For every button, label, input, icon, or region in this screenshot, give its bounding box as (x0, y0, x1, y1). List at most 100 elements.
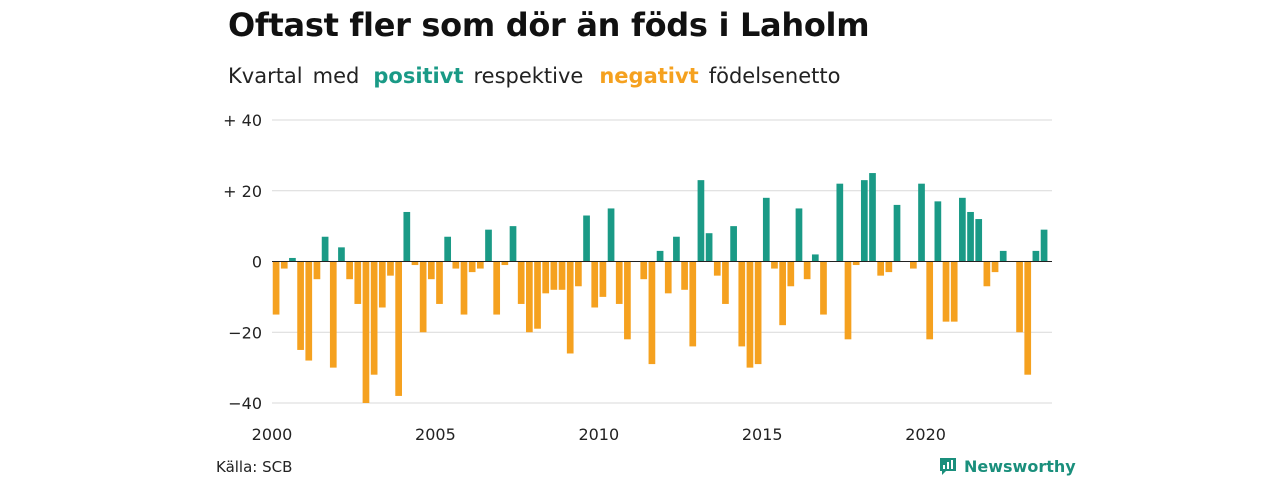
bar (493, 261, 501, 315)
bar (436, 261, 443, 304)
bar (542, 261, 550, 294)
chart-subtitle: Kvartal med positivt respektive negativt föde… (228, 64, 850, 88)
bar (648, 261, 656, 365)
bar (713, 261, 721, 276)
bar (852, 261, 860, 266)
x-tick-label: 2015 (742, 425, 783, 444)
bar (566, 261, 574, 354)
bar (427, 261, 435, 280)
y-tick-label: −40 (228, 394, 262, 413)
bar (926, 261, 934, 340)
bar (893, 204, 901, 262)
bar (1032, 250, 1040, 262)
bar (762, 197, 770, 262)
bar (354, 261, 362, 304)
bar (370, 261, 378, 375)
source-note: Källa: SCB (216, 458, 293, 476)
bar (615, 261, 623, 304)
bar (1024, 261, 1032, 375)
bar (583, 215, 590, 262)
bar (918, 183, 925, 262)
subtitle-negative-label: negativt (599, 64, 699, 88)
x-tick-label: 2005 (415, 425, 456, 444)
bar (664, 261, 672, 294)
bar (738, 261, 746, 347)
bar (395, 261, 402, 396)
bar (942, 261, 950, 322)
bar (485, 229, 492, 262)
subtitle-text-4: födelsenetto (708, 64, 841, 88)
x-tick-label: 2020 (905, 425, 946, 444)
bar (526, 261, 533, 333)
bar (860, 180, 868, 262)
bar (811, 254, 819, 262)
brand-logo[interactable]: Newsworthy (938, 456, 1076, 476)
bar (476, 261, 484, 269)
bar (836, 183, 844, 262)
bar (599, 261, 607, 297)
bar (289, 257, 296, 262)
bar (575, 261, 582, 287)
bar (771, 261, 778, 269)
bar (550, 261, 558, 290)
bar (558, 261, 566, 290)
bar (1040, 229, 1048, 262)
bar (329, 261, 337, 368)
bar (869, 173, 876, 262)
bar (885, 261, 893, 273)
bar (444, 236, 452, 262)
subtitle-text-1: Kvartal (228, 64, 303, 88)
bar (697, 180, 705, 262)
bar (534, 261, 541, 329)
bar (803, 261, 811, 280)
bar (656, 250, 664, 262)
subtitle-text-3: respektive (473, 64, 584, 88)
bar (779, 261, 786, 326)
chart-title: Oftast fler som dör än föds i Laholm (228, 6, 870, 44)
bar (673, 236, 680, 262)
bar (460, 261, 468, 315)
bar (378, 261, 386, 308)
bar (272, 261, 280, 315)
bar (591, 261, 599, 308)
bar (346, 261, 353, 280)
bar (297, 261, 304, 350)
brand-name: Newsworthy (964, 456, 1076, 476)
bar (419, 261, 427, 333)
bar (509, 226, 517, 262)
bar (640, 261, 648, 280)
bar (844, 261, 852, 340)
bar (787, 261, 795, 287)
bar (934, 201, 942, 262)
x-tick-label: 2000 (252, 425, 293, 444)
bar (795, 208, 803, 262)
bar (754, 261, 762, 365)
bar (624, 261, 631, 340)
x-tick-label: 2010 (578, 425, 619, 444)
bar (305, 261, 313, 361)
bar (991, 261, 999, 273)
bar (975, 219, 983, 262)
bar (722, 261, 729, 304)
bar (999, 250, 1007, 262)
bar (452, 261, 460, 269)
bar (1016, 261, 1023, 333)
y-tick-label: + 20 (223, 182, 262, 201)
bar (338, 247, 345, 262)
y-tick-label: −20 (228, 323, 262, 342)
bar (820, 261, 827, 315)
bar (387, 261, 394, 276)
y-tick-label: 0 (252, 253, 262, 272)
bar (321, 236, 329, 262)
bar (501, 261, 509, 266)
bar (403, 211, 411, 262)
bar (681, 261, 688, 290)
subtitle-positive-label: positivt (373, 64, 464, 88)
newsworthy-icon (940, 458, 956, 475)
y-tick-label: + 40 (223, 111, 262, 130)
bar (607, 208, 615, 262)
bar (705, 233, 713, 262)
bar (362, 261, 370, 403)
bar (730, 226, 737, 262)
bar (280, 261, 288, 269)
